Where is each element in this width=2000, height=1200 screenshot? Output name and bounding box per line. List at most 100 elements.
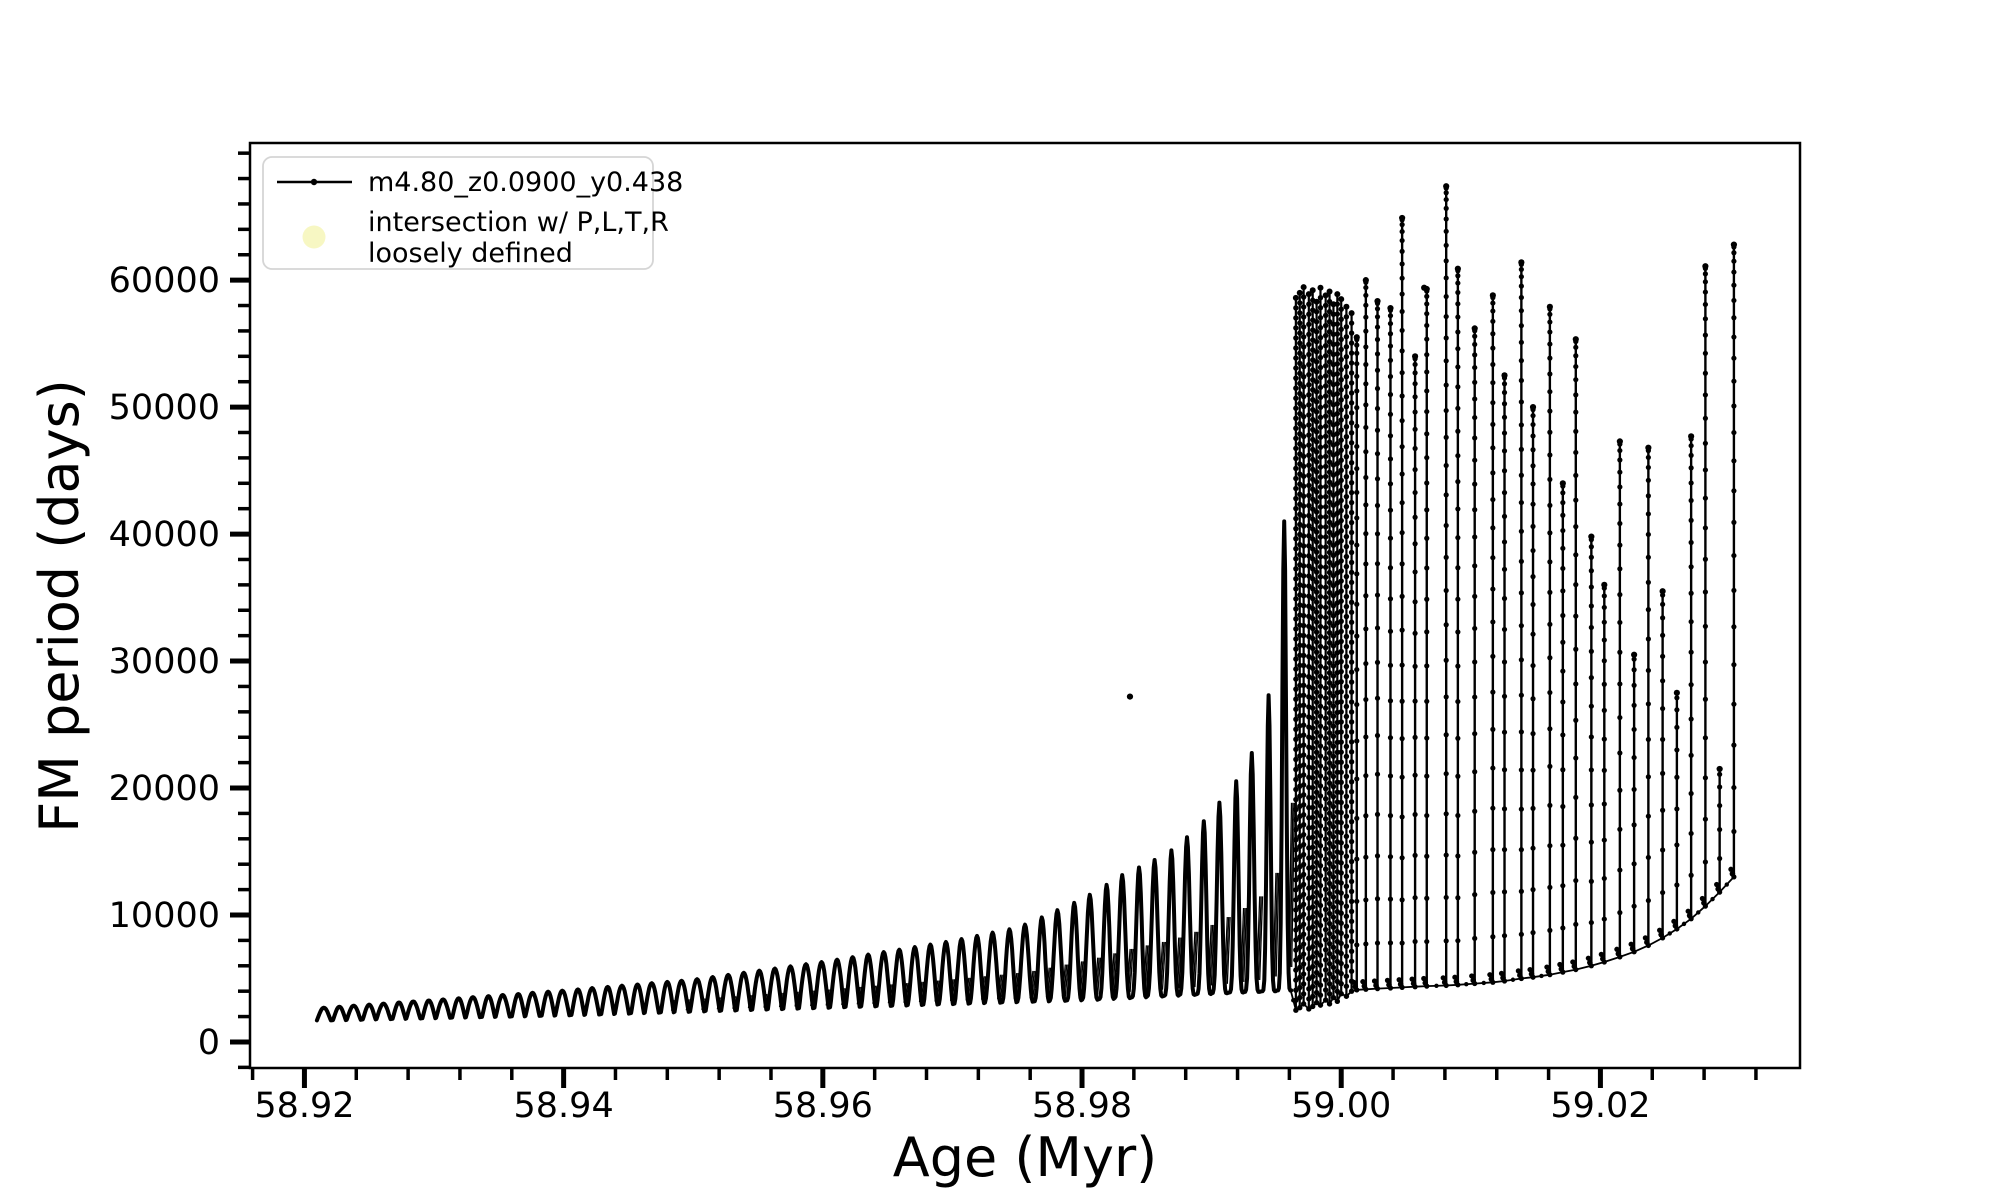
spike-marker <box>1443 852 1449 858</box>
spike-marker <box>1354 388 1360 394</box>
base-marker <box>1617 954 1623 960</box>
cluster-spike-marker <box>1348 948 1355 954</box>
cluster-spike-marker <box>1313 709 1320 715</box>
spike-marker <box>1617 592 1623 598</box>
spike-marker <box>1443 462 1449 469</box>
spike-marker <box>1387 854 1394 860</box>
spike-marker <box>1443 492 1449 498</box>
cluster-spike-marker <box>1293 495 1299 502</box>
spike-marker <box>1455 346 1461 352</box>
cluster-spike-marker <box>1322 292 1329 299</box>
spike-marker <box>1573 835 1579 841</box>
cluster-spike-marker <box>1326 359 1333 365</box>
cluster-spike-marker <box>1313 939 1320 946</box>
spike-marker <box>1674 882 1680 888</box>
cluster-spike-marker <box>1300 453 1307 460</box>
cluster-spike-marker <box>1322 655 1329 661</box>
spike-marker <box>1518 528 1524 534</box>
cluster-spike-marker <box>1322 534 1329 540</box>
cluster-spike-marker <box>1348 699 1355 705</box>
spike-marker <box>1573 717 1579 723</box>
cluster-spike-marker <box>1297 652 1303 658</box>
spike-marker <box>1617 714 1623 721</box>
cluster-spike-marker <box>1310 914 1316 920</box>
spike-marker <box>1443 358 1449 364</box>
cluster-spike-marker <box>1317 414 1324 420</box>
spike-marker <box>1455 428 1461 434</box>
cluster-spike-marker <box>1322 745 1329 752</box>
cluster-spike-marker <box>1317 833 1324 839</box>
cluster-spike-marker <box>1348 669 1355 675</box>
spike-marker <box>1387 507 1394 513</box>
spike-marker <box>1424 565 1430 571</box>
cluster-spike-marker <box>1300 642 1307 649</box>
cluster-spike-marker <box>1343 833 1350 840</box>
spike-marker <box>1443 185 1449 191</box>
spike-marker <box>1455 364 1461 370</box>
cluster-spike-marker <box>1300 792 1307 798</box>
cluster-spike-marker <box>1330 763 1337 770</box>
cluster-spike-marker <box>1293 776 1299 783</box>
cluster-spike-marker <box>1326 971 1333 977</box>
spike-marker <box>1617 566 1623 572</box>
spike-marker <box>1573 353 1579 359</box>
cluster-spike-marker <box>1310 655 1316 661</box>
spike-marker <box>1601 801 1607 807</box>
cluster-spike-marker <box>1322 916 1329 923</box>
cluster-spike-marker <box>1297 320 1303 326</box>
cluster-spike-marker <box>1297 672 1303 679</box>
cluster-spike-marker <box>1317 992 1324 998</box>
cluster-spike-marker <box>1326 670 1333 676</box>
cluster-spike-marker <box>1326 660 1333 666</box>
cluster-spike-marker <box>1343 533 1350 540</box>
spike-marker <box>1645 454 1651 461</box>
cluster-spike-marker <box>1348 410 1355 416</box>
spike-marker <box>1560 565 1566 572</box>
cluster-spike-marker <box>1330 854 1337 860</box>
spike-marker <box>1588 537 1594 543</box>
cluster-spike-marker <box>1348 499 1355 506</box>
cluster-spike-marker <box>1297 692 1303 699</box>
cluster-spike-marker <box>1343 354 1350 360</box>
cluster-spike-marker <box>1338 930 1344 937</box>
cluster-spike-marker <box>1343 733 1350 740</box>
cluster-spike-marker <box>1300 732 1307 738</box>
cluster-spike-marker <box>1326 379 1333 385</box>
spike-marker <box>1601 916 1607 922</box>
hatch-stroke <box>887 984 892 1004</box>
spike-marker <box>1601 604 1607 611</box>
spike-marker <box>1674 806 1680 812</box>
spike-marker <box>1688 539 1694 546</box>
cluster-spike-marker <box>1338 336 1344 343</box>
cluster-spike-marker <box>1348 539 1355 546</box>
cluster-spike-marker <box>1317 394 1324 401</box>
hatch-stroke <box>747 994 752 1009</box>
cluster-spike-marker <box>1300 523 1307 529</box>
cluster-spike-marker <box>1310 755 1316 761</box>
spike-marker <box>1688 517 1694 523</box>
cluster-spike-marker <box>1343 973 1350 979</box>
cluster-spike-marker <box>1310 685 1316 691</box>
cluster-spike-marker <box>1313 879 1320 886</box>
hatch-stroke <box>1194 931 1199 988</box>
cluster-spike-marker <box>1313 479 1320 485</box>
hatch-stroke <box>843 988 848 1005</box>
cluster-spike-marker <box>1326 308 1333 315</box>
spike-marker <box>1374 300 1381 306</box>
cluster-spike-marker <box>1326 800 1333 806</box>
spike-marker <box>1501 566 1508 572</box>
spike-marker <box>1455 565 1461 571</box>
cluster-spike-marker <box>1348 639 1355 645</box>
spike-marker <box>1573 377 1579 383</box>
spike-marker <box>1501 595 1508 602</box>
cluster-spike-marker <box>1343 523 1350 530</box>
base-marker <box>1519 976 1524 981</box>
spike-marker <box>1560 639 1566 645</box>
spike-marker <box>1387 357 1394 363</box>
cluster-spike-marker <box>1343 753 1350 760</box>
spike-marker <box>1560 767 1566 773</box>
cluster-spike-marker <box>1300 443 1307 450</box>
spike-marker <box>1501 381 1508 387</box>
cluster-spike-marker <box>1317 444 1324 450</box>
cluster-spike-marker <box>1343 663 1350 670</box>
